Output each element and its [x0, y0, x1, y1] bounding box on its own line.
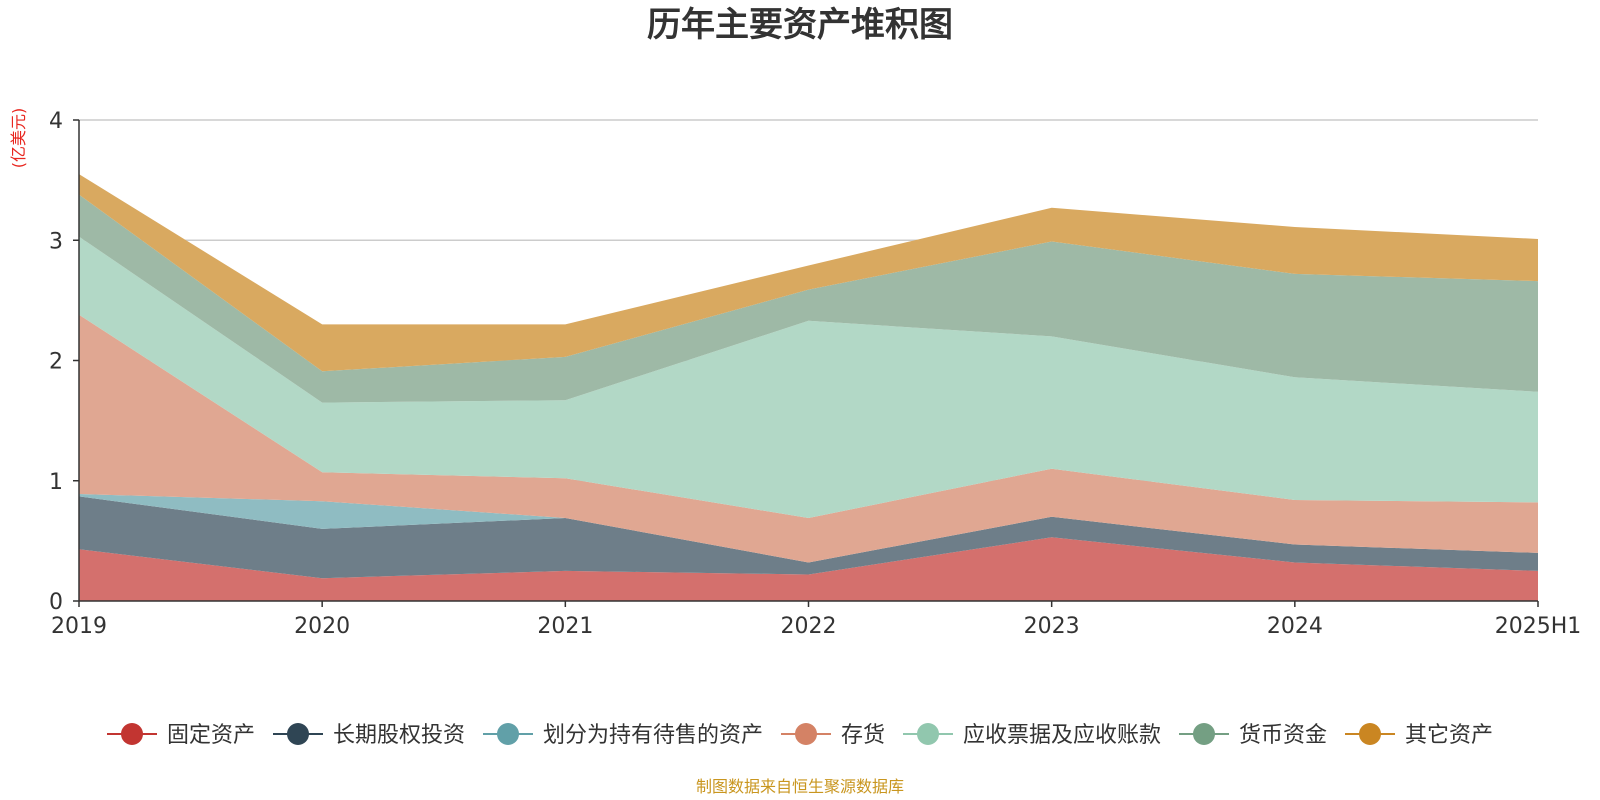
legend-item-6[interactable]: 其它资产 — [1345, 723, 1493, 748]
y-tick-label: 0 — [49, 590, 63, 615]
area-series-5 — [79, 194, 1538, 403]
area-series-4 — [79, 236, 1538, 518]
legend-marker-icon — [917, 723, 939, 745]
legend-marker-icon — [1193, 723, 1215, 745]
legend-label: 存货 — [841, 723, 885, 748]
legend-marker-icon — [1359, 723, 1381, 745]
legend-item-3[interactable]: 存货 — [781, 723, 885, 748]
area-series-6 — [79, 174, 1538, 372]
x-tick-label: 2022 — [781, 614, 837, 639]
legend-marker-icon — [287, 723, 309, 745]
axes: 0 1 2 3 4 2019 2020 2021 2022 2023 2024 2025H1 — [49, 109, 1581, 639]
legend-item-4[interactable]: 应收票据及应收账款 — [903, 723, 1161, 748]
x-tick-label: 2025H1 — [1495, 614, 1582, 639]
series-areas — [79, 174, 1538, 601]
area-series-0 — [79, 537, 1538, 601]
data-source-note: 制图数据来自恒生聚源数据库 — [696, 777, 904, 796]
legend-label: 其它资产 — [1405, 723, 1493, 748]
y-tick-label: 2 — [49, 350, 63, 375]
y-axis-unit-label: (亿美元) — [9, 108, 28, 169]
legend-item-1[interactable]: 长期股权投资 — [273, 723, 465, 748]
legend-item-5[interactable]: 货币资金 — [1179, 723, 1327, 748]
area-series-3 — [79, 314, 1538, 563]
chart-title: 历年主要资产堆积图 — [647, 5, 953, 45]
legend-item-0[interactable]: 固定资产 — [107, 723, 255, 748]
area-series-1 — [79, 496, 1538, 579]
y-tick-label: 4 — [49, 109, 63, 134]
x-tick-label: 2023 — [1024, 614, 1080, 639]
legend-label: 应收票据及应收账款 — [963, 723, 1161, 748]
legend-item-2[interactable]: 划分为持有待售的资产 — [483, 723, 763, 748]
legend-marker-icon — [497, 723, 519, 745]
legend-label: 货币资金 — [1239, 723, 1327, 748]
x-tick-label: 2019 — [51, 614, 107, 639]
legend[interactable]: 固定资产 长期股权投资 划分为持有待售的资产 存货 应收票据及应收账款 货币资金 其它资产 — [107, 723, 1493, 748]
x-tick-label: 2021 — [537, 614, 593, 639]
y-tick-label: 3 — [49, 229, 63, 254]
x-tick-label: 2020 — [294, 614, 350, 639]
legend-label: 长期股权投资 — [333, 723, 465, 748]
legend-label: 划分为持有待售的资产 — [543, 723, 763, 748]
x-tick-label: 2024 — [1267, 614, 1323, 639]
area-series-2 — [79, 494, 1538, 563]
legend-label: 固定资产 — [167, 723, 255, 748]
legend-marker-icon — [795, 723, 817, 745]
y-tick-label: 1 — [49, 470, 63, 495]
legend-marker-icon — [121, 723, 143, 745]
